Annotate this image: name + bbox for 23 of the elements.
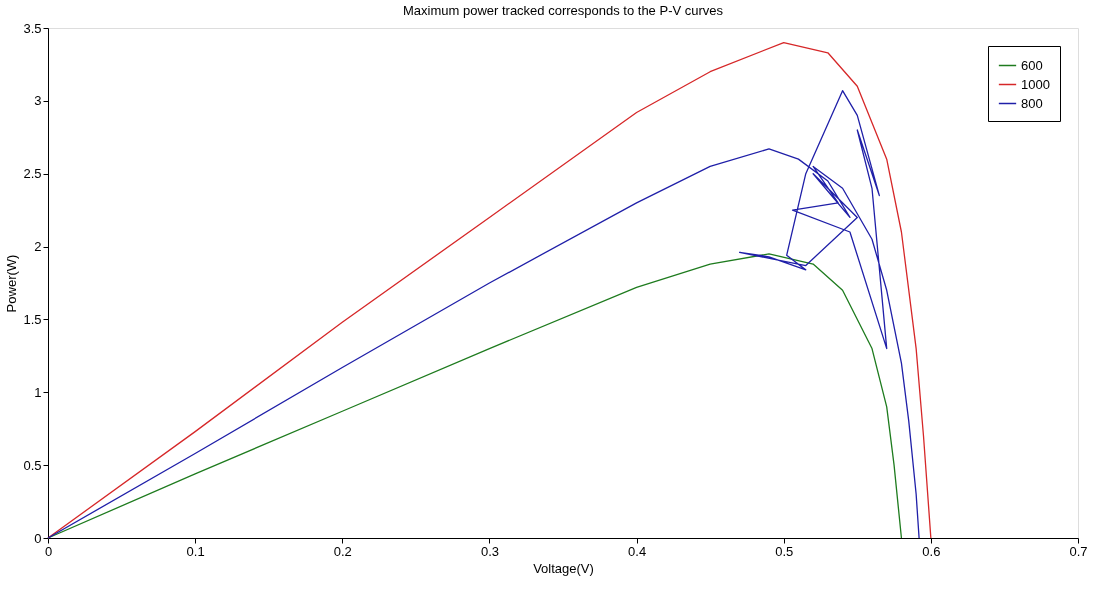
- x-tick-label: 0: [44, 543, 53, 559]
- line-series: [47, 253, 903, 539]
- y-tick-label: 2.5: [23, 166, 42, 182]
- x-tick-label: 0.2: [333, 543, 352, 559]
- y-tick-label: 3: [34, 93, 42, 109]
- x-tick-label: 0.1: [186, 543, 205, 559]
- x-axis-title: Voltage(V): [533, 560, 594, 576]
- y-axis-title: Power(W): [4, 254, 20, 313]
- x-tick-label: 0.6: [922, 543, 941, 559]
- x-tick-label: 0.3: [480, 543, 499, 559]
- y-tick-label: 0.5: [23, 457, 42, 473]
- y-tick-label: 1.5: [23, 311, 42, 327]
- legend-label: 800: [1021, 95, 1043, 111]
- y-tick-label: 3.5: [23, 20, 42, 36]
- y-tick-label: 2: [34, 239, 42, 255]
- y-tick-label: 0: [34, 530, 42, 546]
- y-tick-label: 1: [34, 384, 42, 400]
- x-tick-label: 0.7: [1069, 543, 1088, 559]
- legend-label: 1000: [1021, 76, 1050, 92]
- chart-title: Maximum power tracked corresponds to the P-V curves: [402, 3, 724, 18]
- legend-label: 600: [1021, 57, 1043, 73]
- x-tick-label: 0.5: [775, 543, 794, 559]
- x-tick-label: 0.4: [628, 543, 647, 559]
